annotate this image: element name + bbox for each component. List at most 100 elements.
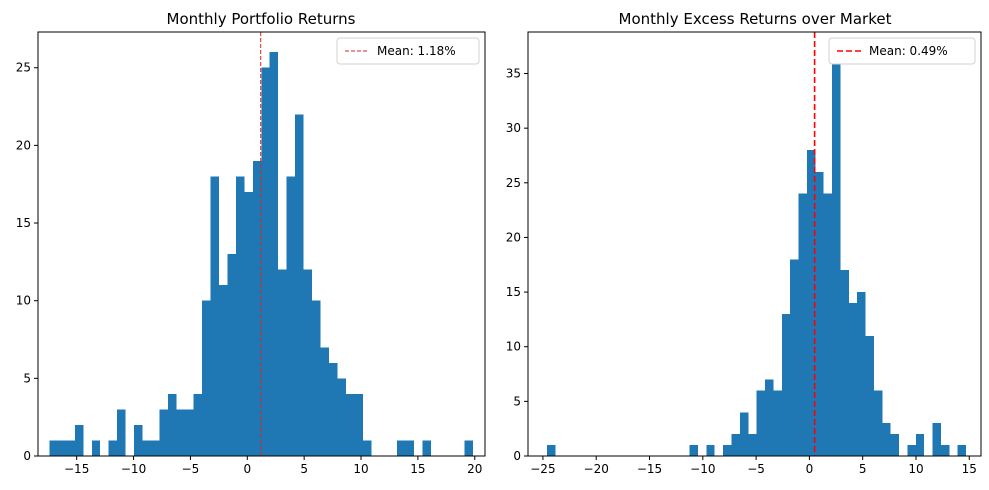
legend: Mean: 1.18% — [336, 37, 480, 65]
legend-mean-label: Mean: 0.49% — [869, 44, 948, 58]
histogram-bar — [848, 303, 858, 456]
histogram-bar — [689, 445, 698, 456]
chart-portfolio-returns: Monthly Portfolio Returns −15 −10 −5 0 5 10 15… — [16, 10, 486, 476]
histogram-bar — [337, 378, 347, 456]
histogram-bar — [790, 259, 799, 456]
histogram-bar — [915, 434, 925, 456]
histogram-bar — [252, 160, 262, 456]
histogram-bar — [134, 424, 143, 456]
histogram-bar — [798, 193, 807, 456]
histogram-bar — [151, 440, 160, 456]
histogram-bar — [832, 51, 841, 456]
y-axis-ticks: 0 5 10 15 20 25 30 35 — [506, 67, 528, 463]
histogram-bar — [748, 434, 757, 456]
histogram-bar — [806, 150, 816, 456]
y-tick-label: 5 — [23, 371, 31, 385]
histogram-bar — [756, 390, 766, 456]
y-tick-label: 10 — [16, 294, 31, 308]
histogram-bar — [940, 445, 950, 456]
histogram-bar — [781, 313, 791, 456]
histogram-bar — [765, 379, 774, 456]
y-tick-label: 15 — [16, 216, 31, 230]
histogram-bar — [91, 440, 101, 456]
histogram-bar — [723, 445, 732, 456]
y-axis-ticks: 0 5 10 15 20 25 — [16, 61, 38, 463]
histogram-bar — [244, 191, 253, 456]
x-tick-label: 5 — [859, 462, 867, 476]
histogram-bar — [278, 269, 287, 456]
y-tick-label: 20 — [16, 138, 31, 152]
x-tick-label: −5 — [182, 462, 200, 476]
histogram-bar — [117, 409, 126, 456]
chart-title: Monthly Excess Returns over Market — [619, 10, 892, 28]
x-tick-label: −10 — [121, 462, 146, 476]
histogram-bar — [932, 423, 941, 456]
x-axis-ticks: −15 −10 −5 0 5 10 15 20 — [64, 456, 482, 476]
x-tick-label: −15 — [64, 462, 89, 476]
x-tick-label: −5 — [747, 462, 765, 476]
x-tick-label: 20 — [467, 462, 482, 476]
histogram-bar — [269, 52, 279, 456]
histogram-bar — [547, 445, 556, 456]
x-tick-label: 15 — [962, 462, 977, 476]
x-tick-label: 10 — [353, 462, 368, 476]
histogram-bar — [815, 171, 824, 456]
histogram-bar — [362, 440, 372, 456]
histogram-bar — [108, 440, 118, 456]
histogram-bar — [731, 434, 740, 456]
y-tick-label: 25 — [16, 61, 31, 75]
x-tick-label: −10 — [690, 462, 715, 476]
histogram-bar — [739, 412, 749, 456]
histogram-bar — [49, 440, 58, 456]
x-tick-label: 10 — [908, 462, 923, 476]
histogram-bar — [303, 269, 313, 456]
histogram-bar — [840, 270, 849, 456]
histogram-bar — [396, 440, 406, 456]
histogram-bar — [210, 176, 219, 456]
histogram-bar — [907, 445, 916, 456]
histogram-bar — [873, 390, 883, 456]
histogram-bar — [235, 176, 245, 456]
histogram-bar — [184, 409, 194, 456]
histogram-bar — [312, 300, 321, 456]
histogram-bar — [176, 409, 185, 456]
histogram-bar — [261, 67, 270, 456]
y-tick-label: 15 — [506, 285, 521, 299]
histogram-bar — [142, 440, 152, 456]
x-tick-label: 5 — [300, 462, 308, 476]
y-tick-label: 35 — [506, 67, 521, 81]
y-tick-label: 25 — [506, 176, 521, 190]
histogram-bar — [354, 393, 363, 456]
legend-box — [336, 37, 480, 65]
legend: Mean: 0.49% — [828, 37, 976, 65]
y-tick-label: 0 — [23, 449, 31, 463]
legend-mean-label: Mean: 1.18% — [377, 44, 456, 58]
histogram-bar — [57, 440, 67, 456]
histogram-bar — [218, 285, 228, 456]
histogram-bar — [320, 347, 330, 456]
histogram-bars — [49, 52, 474, 457]
histogram-bar — [882, 423, 891, 456]
x-tick-label: 15 — [410, 462, 425, 476]
x-tick-label: −25 — [530, 462, 555, 476]
histogram-bar — [865, 335, 874, 456]
histogram-bar — [295, 114, 304, 457]
histogram-bar — [857, 292, 866, 456]
x-tick-label: 0 — [806, 462, 814, 476]
histogram-bar — [422, 440, 431, 456]
histogram-bar — [706, 445, 715, 456]
x-tick-label: −15 — [637, 462, 662, 476]
histogram-bar — [823, 193, 833, 456]
histogram-bar — [773, 390, 782, 456]
histogram-bar — [159, 409, 169, 456]
plot-frame — [37, 31, 486, 457]
histogram-bar — [74, 424, 84, 456]
chart-excess-returns: Monthly Excess Returns over Market −25 −2… — [506, 10, 982, 476]
histogram-bars — [547, 51, 967, 456]
plot-frame — [527, 31, 982, 457]
histogram-bar — [329, 362, 338, 456]
histogram-bar — [405, 440, 414, 456]
histogram-bar — [66, 440, 75, 456]
histogram-bar — [346, 393, 355, 456]
